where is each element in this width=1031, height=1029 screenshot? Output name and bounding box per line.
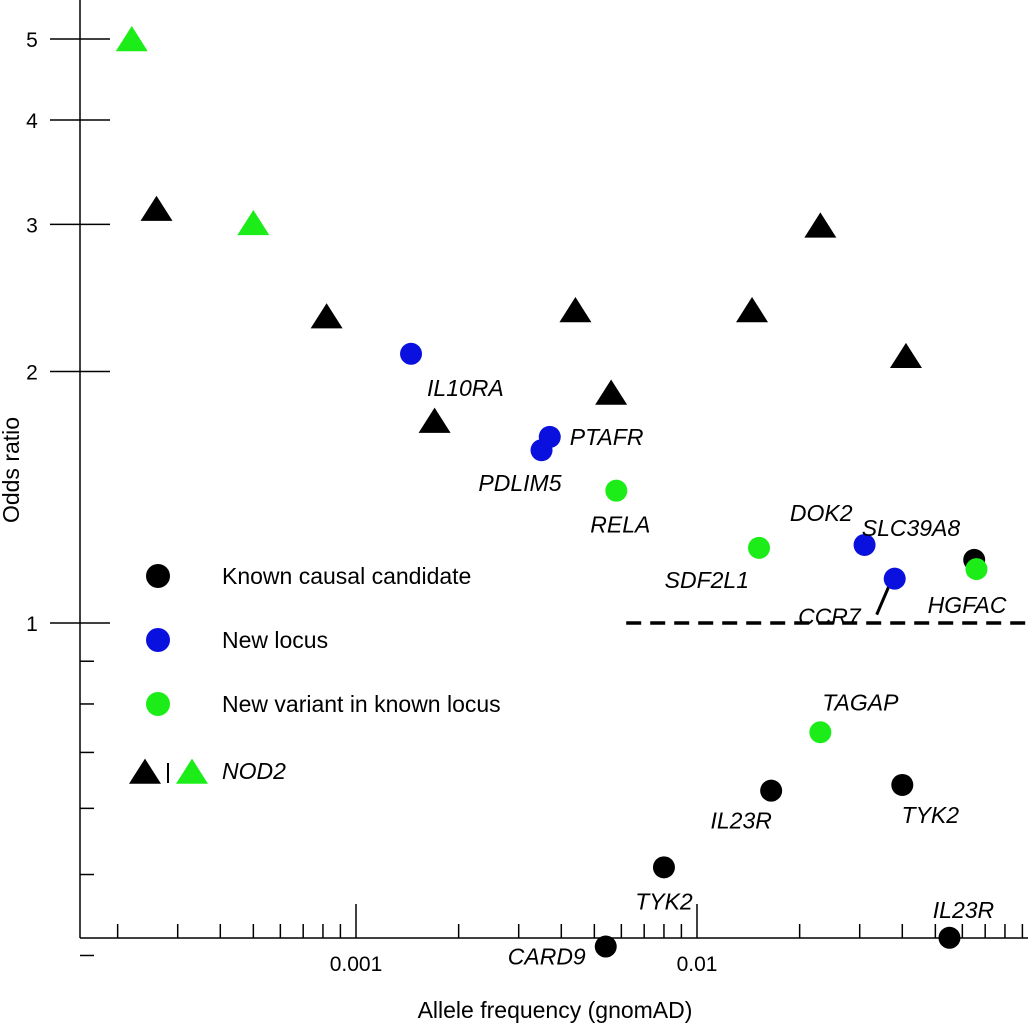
nod2-triangle-marker [310, 303, 343, 329]
circle-marker [594, 935, 617, 958]
circle-marker [760, 779, 783, 802]
y-tick-label: 5 [26, 29, 38, 52]
y-tick-label: 2 [26, 361, 38, 384]
gene-label: IL10RA [427, 375, 504, 401]
circle-marker [530, 439, 553, 462]
circle-marker [605, 479, 628, 502]
gene-label: RELA [590, 512, 650, 538]
nod2-triangle-marker [889, 342, 922, 369]
legend-circle-marker [146, 628, 170, 652]
nod2-triangle-marker [595, 379, 628, 405]
data-points [115, 26, 988, 958]
circle-marker [809, 721, 832, 744]
circle-marker [965, 558, 988, 581]
x-tick-label: 0.001 [330, 953, 383, 976]
gene-label: DOK2 [790, 500, 853, 526]
nod2-triangle-marker [736, 297, 769, 323]
y-ticks: 1 2 3 4 5 [26, 29, 110, 957]
gene-label: IL23R [933, 897, 994, 923]
legend: Known causal candidate New locus New var… [129, 563, 501, 784]
y-tick-label: 3 [26, 214, 38, 237]
legend-circle-marker [146, 564, 170, 588]
circle-marker [883, 567, 906, 590]
gene-label: CCR7 [798, 604, 862, 630]
gene-label: HGFAC [928, 592, 1007, 618]
legend-nod2-green-triangle [176, 758, 208, 784]
legend-label-nod2: NOD2 [222, 758, 286, 784]
legend-label-new-variant: New variant in known locus [222, 691, 501, 717]
nod2-triangle-marker [140, 195, 173, 221]
gene-label: SDF2L1 [665, 567, 749, 593]
circle-marker [853, 533, 876, 556]
legend-label-new-locus: New locus [222, 627, 328, 653]
x-tick-label: 0.01 [677, 953, 718, 976]
circle-marker [400, 342, 423, 365]
y-tick-label: 4 [26, 110, 38, 133]
y-tick-label: 1 [26, 613, 38, 636]
circle-marker [938, 926, 961, 949]
gene-label: PDLIM5 [478, 470, 561, 496]
nod2-triangle-marker [115, 26, 148, 52]
gene-label: SLC39A8 [862, 515, 961, 541]
nod2-triangle-marker [418, 407, 451, 433]
legend-label-known-causal: Known causal candidate [222, 563, 471, 589]
gene-label: TYK2 [902, 802, 960, 828]
circle-marker [748, 536, 771, 559]
x-ticks: 0.001 0.01 [116, 904, 1024, 976]
circle-marker [891, 773, 914, 796]
ccr7-leader-line [875, 586, 891, 616]
gene-label: IL23R [710, 808, 771, 834]
nod2-triangle-marker [237, 209, 270, 236]
gene-label: PTAFR [570, 424, 644, 450]
legend-circle-marker [146, 692, 170, 716]
gene-label: TAGAP [822, 689, 899, 715]
circle-marker [652, 856, 675, 879]
gene-label: CARD9 [508, 944, 586, 970]
legend-nod2-black-triangle [129, 758, 161, 784]
gene-label: TYK2 [635, 888, 693, 914]
x-axis-title: Allele frequency (gnomAD) [418, 997, 693, 1023]
point-labels: CARD9 TYK2 IL23R TYK2 IL23R SLC39A8 IL10RA PTAF… [427, 375, 1007, 970]
nod2-triangle-marker [559, 297, 592, 323]
label-leaders [875, 586, 891, 616]
nod2-triangle-marker [804, 212, 837, 238]
y-axis-title: Odds ratio [0, 417, 24, 523]
legend-markers [129, 564, 208, 784]
